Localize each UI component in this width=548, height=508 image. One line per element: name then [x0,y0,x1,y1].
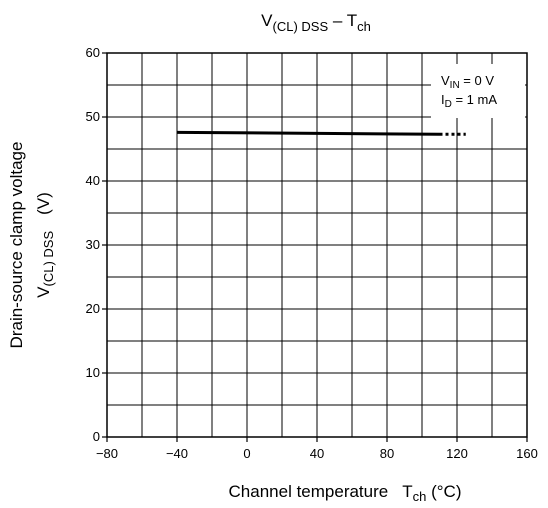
condition-id: ID = 1 mA [441,92,497,110]
y-tick-label: 10 [86,365,100,380]
title-dash: – T [328,11,357,30]
title-sub1: (CL) DSS [273,19,329,34]
y-tick-label: 60 [86,45,100,60]
y-tick-label: 40 [86,173,100,188]
x-tick-label: 80 [380,446,394,461]
series-line-solid [176,130,440,136]
x-tick-label: 120 [446,446,468,461]
axis-ticks [102,52,528,442]
y-tick-label: 0 [93,429,100,444]
title-main: V [261,11,273,30]
x-tick-label: 0 [243,446,250,461]
y-tick-label: 20 [86,301,100,316]
x-tick-labels: −80 −40 0 40 80 120 160 [96,446,538,461]
y-tick-labels: 0 10 20 30 40 50 60 [86,45,100,444]
title-sub2: ch [357,19,371,34]
y-tick-label: 30 [86,237,100,252]
condition-vin: VIN = 0 V [441,73,494,91]
x-tick-label: −40 [166,446,188,461]
conditions-box-background [431,64,525,118]
x-tick-label: 40 [310,446,324,461]
x-axis-label: Channel temperature Tch (°C) [229,482,462,504]
y-axis-symbol: V(CL) DSS(V) [34,192,56,298]
chart-title: V(CL) DSS – Tch [261,11,371,34]
x-tick-label: 160 [516,446,538,461]
series-group [176,130,466,136]
svg-text:V(CL) DSS(V): V(CL) DSS(V) [34,192,56,298]
y-tick-label: 50 [86,109,100,124]
plot-frame [106,52,528,438]
conditions-box: VIN = 0 V ID = 1 mA [431,64,525,118]
y-axis-label: Drain-source clamp voltage [7,142,26,349]
x-tick-label: −80 [96,446,118,461]
y-axis-label-line1: Drain-source clamp voltage [7,142,26,349]
